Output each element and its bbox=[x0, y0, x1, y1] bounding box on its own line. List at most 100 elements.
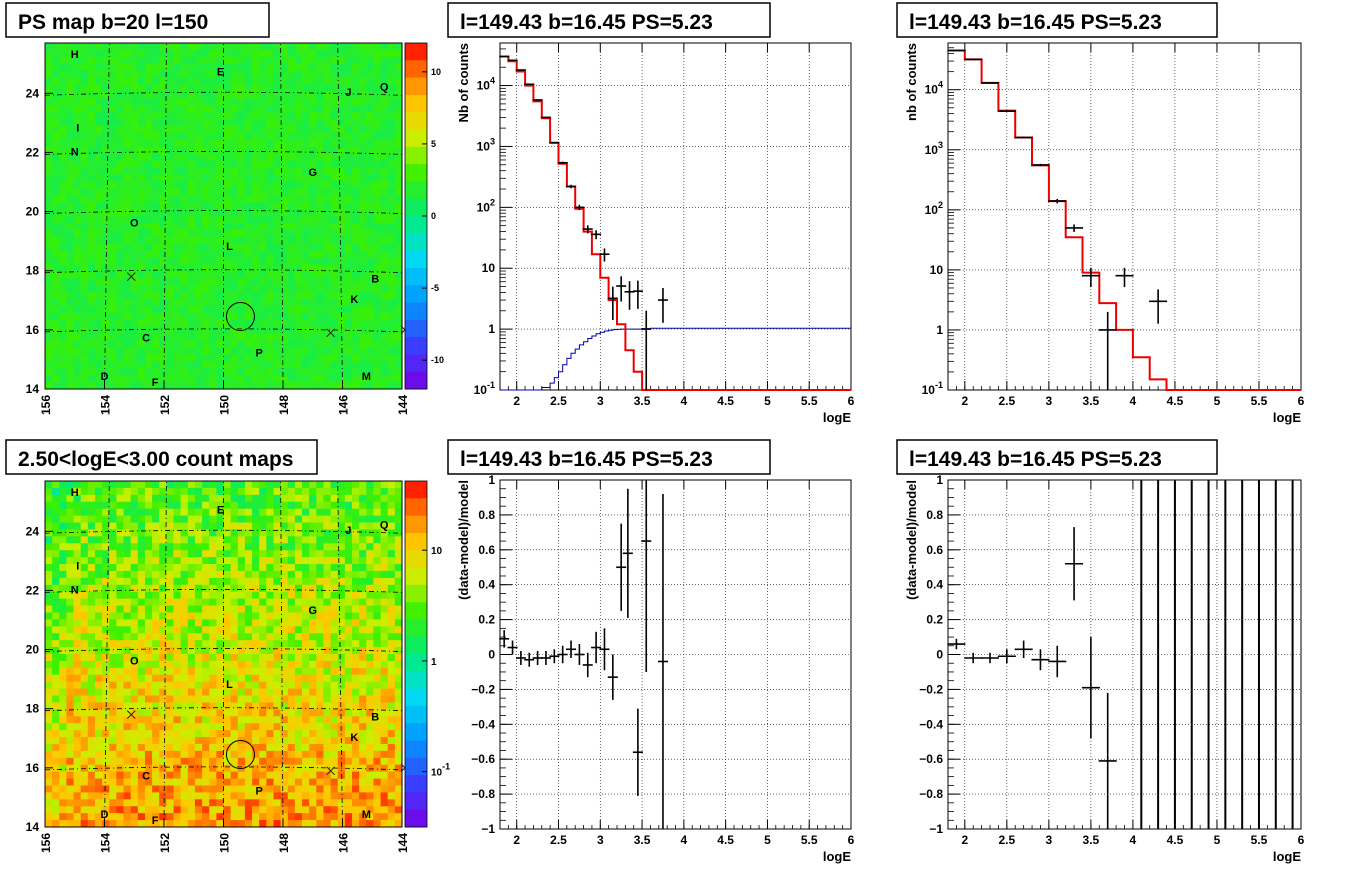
colorbar-frame bbox=[404, 480, 428, 828]
source-label: P bbox=[256, 347, 263, 359]
residual-point bbox=[566, 640, 577, 658]
residual-point bbox=[1031, 649, 1050, 671]
source-label: D bbox=[101, 809, 109, 821]
y-tick-label: 0.8 bbox=[926, 508, 943, 522]
source-label: F bbox=[152, 377, 159, 389]
y-tick-label: 1 bbox=[936, 473, 943, 487]
map-grid-meridian bbox=[280, 480, 284, 828]
y-tick-label: −1 bbox=[481, 822, 495, 836]
residual-point bbox=[557, 645, 568, 664]
y-tick-label: −0.4 bbox=[919, 717, 943, 731]
residual-point bbox=[574, 644, 585, 665]
x-tick-label: 2 bbox=[961, 394, 968, 408]
y-axis-label: (data-model)/model bbox=[456, 480, 471, 600]
source-label: C bbox=[142, 771, 150, 783]
source-label: Q bbox=[380, 519, 389, 531]
map-x-tick-label: 148 bbox=[277, 833, 291, 853]
data-point bbox=[557, 161, 568, 164]
residual-point bbox=[532, 651, 543, 665]
x-tick-label: 4.5 bbox=[717, 394, 734, 408]
y-tick-label: −0.2 bbox=[471, 682, 495, 696]
residual-point bbox=[964, 652, 983, 664]
data-point bbox=[1115, 267, 1134, 288]
residual-point bbox=[499, 630, 510, 648]
spectrum1-title-box bbox=[447, 2, 771, 38]
data-point bbox=[1014, 136, 1033, 139]
x-tick-label: 2.5 bbox=[998, 833, 1015, 847]
y-tick-label: 0 bbox=[488, 648, 495, 662]
y-axis-label: nb of counts bbox=[904, 43, 919, 121]
residual-point bbox=[607, 654, 618, 700]
map-y-tick-label: 24 bbox=[26, 524, 40, 538]
resid1-title-box bbox=[447, 439, 771, 475]
y-tick-label: 10-1 bbox=[922, 380, 943, 397]
residual-point bbox=[524, 652, 535, 667]
x-tick-label: 3 bbox=[597, 833, 604, 847]
source-label: N bbox=[71, 584, 79, 596]
x-tick-label: 3.5 bbox=[1083, 394, 1100, 408]
data-point bbox=[566, 184, 577, 189]
y-tick-label: −0.2 bbox=[919, 682, 943, 696]
plot-frame bbox=[499, 42, 852, 391]
data-point bbox=[582, 225, 593, 234]
map-grid-meridian bbox=[104, 480, 110, 828]
x-axis-label: logE bbox=[823, 849, 851, 864]
x-tick-label: 6 bbox=[1298, 833, 1305, 847]
map-y-tick-label: 22 bbox=[26, 145, 40, 159]
cross-marker bbox=[326, 766, 335, 776]
map-y-tick-label: 14 bbox=[26, 820, 40, 834]
residual-point bbox=[515, 651, 526, 665]
source-label: H bbox=[71, 49, 79, 61]
map-x-tick-label: 152 bbox=[158, 395, 172, 415]
y-tick-label: 0.4 bbox=[926, 578, 943, 592]
x-tick-label: 3.5 bbox=[1083, 833, 1100, 847]
x-axis-label: logE bbox=[1273, 849, 1301, 864]
source-label: O bbox=[130, 655, 139, 667]
data-point bbox=[1031, 163, 1050, 167]
residual-point bbox=[507, 640, 518, 655]
source-label: E bbox=[217, 67, 224, 79]
source-label: N bbox=[71, 146, 79, 158]
y-tick-label: 103 bbox=[477, 136, 495, 153]
data-point bbox=[616, 276, 627, 302]
source-label: Q bbox=[380, 81, 389, 93]
source-label: D bbox=[101, 371, 109, 383]
x-tick-label: 2 bbox=[961, 833, 968, 847]
map-y-tick-label: 22 bbox=[26, 583, 40, 597]
x-tick-label: 6 bbox=[848, 833, 855, 847]
y-tick-label: −0.8 bbox=[471, 787, 495, 801]
data-point bbox=[624, 281, 635, 310]
y-tick-label: 10 bbox=[482, 261, 496, 275]
y-tick-label: 0.2 bbox=[926, 613, 943, 627]
data-point bbox=[997, 110, 1016, 112]
data-point bbox=[540, 116, 551, 119]
residual-point bbox=[947, 638, 966, 650]
data-point bbox=[524, 83, 535, 86]
data-point bbox=[1048, 198, 1067, 204]
x-tick-label: 4.5 bbox=[1167, 394, 1184, 408]
x-tick-label: 2.5 bbox=[550, 394, 567, 408]
residual-point bbox=[582, 652, 593, 678]
colorbar-tick-label: 5 bbox=[431, 139, 436, 149]
colorbar-tick-label: 10 bbox=[431, 546, 443, 557]
residual-point bbox=[591, 631, 602, 664]
colorbar bbox=[405, 481, 427, 828]
source-label: J bbox=[345, 525, 351, 537]
colorbar-tick-label: -10 bbox=[431, 355, 444, 365]
x-tick-label: 5 bbox=[764, 394, 771, 408]
map-y-tick-label: 16 bbox=[26, 323, 40, 337]
map-x-tick-label: 144 bbox=[396, 395, 410, 415]
map-y-tick-label: 18 bbox=[26, 702, 40, 716]
x-tick-label: 2.5 bbox=[550, 833, 567, 847]
model-histogram bbox=[500, 55, 851, 391]
y-tick-label: 0 bbox=[936, 648, 943, 662]
source-circle bbox=[225, 302, 255, 332]
data-point bbox=[591, 230, 602, 240]
x-tick-label: 5.5 bbox=[1251, 394, 1268, 408]
cross-marker bbox=[126, 710, 136, 719]
y-tick-label: 1 bbox=[936, 323, 943, 337]
colorbar-tick-label: 10-1 bbox=[431, 762, 450, 779]
source-label: C bbox=[142, 333, 150, 345]
source-label: I bbox=[76, 561, 79, 573]
source-label: G bbox=[308, 605, 317, 617]
